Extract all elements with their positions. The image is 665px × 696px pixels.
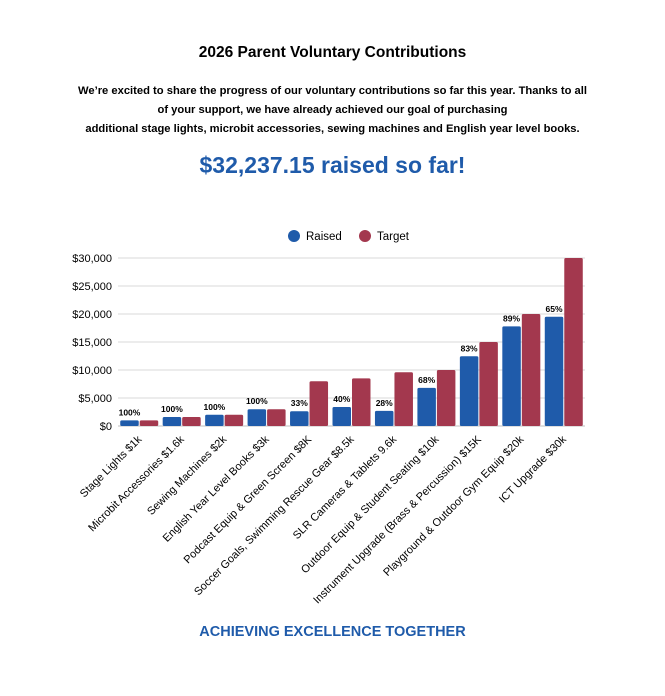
data-label: 40% <box>333 394 350 404</box>
target-bar <box>521 314 541 426</box>
target-bar <box>352 378 371 426</box>
y-tick-label: $5,000 <box>78 393 112 405</box>
intro-line-2: of your support, we have already achieve… <box>157 104 508 116</box>
target-bar <box>436 370 456 426</box>
chart-bars <box>120 258 583 426</box>
legend-label-target: Target <box>377 231 410 243</box>
target-bar <box>479 342 498 426</box>
target-bar <box>309 381 329 426</box>
data-label: 83% <box>461 343 478 353</box>
y-tick-label: $20,000 <box>72 309 112 321</box>
data-label: 100% <box>119 407 141 417</box>
data-label: 65% <box>546 304 563 314</box>
intro-line-3: additional stage lights, microbit access… <box>85 123 580 135</box>
y-tick-label: $15,000 <box>72 337 112 349</box>
target-bar <box>182 417 201 426</box>
data-label: 100% <box>161 404 183 414</box>
data-label: 89% <box>503 313 520 323</box>
y-axis: $0 $5,000 $10,000 $15,000 $20,000 $25,000 $30,… <box>72 253 112 433</box>
footer-slogan: ACHIEVING EXCELLENCE TOGETHER <box>199 624 466 640</box>
raised-bar <box>290 411 309 426</box>
target-bar <box>394 372 413 426</box>
raised-bar <box>502 326 521 426</box>
raised-bar <box>332 406 351 426</box>
legend-label-raised: Raised <box>306 231 342 243</box>
raised-bar <box>162 417 182 426</box>
y-tick-label: $0 <box>100 421 112 433</box>
raised-bar <box>120 420 139 426</box>
data-label: 100% <box>246 396 268 406</box>
raised-bar <box>247 409 267 426</box>
raised-bar <box>374 410 394 426</box>
x-tick-label: Soccer Goals, Swimming Rescue Gear $8.5k <box>192 433 357 598</box>
raised-bar <box>544 316 564 426</box>
data-label: 100% <box>204 402 226 412</box>
raised-total-banner: $32,237.15 raised so far! <box>199 152 466 178</box>
data-label: 28% <box>376 398 393 408</box>
legend-marker-raised <box>288 230 300 242</box>
intro-paragraph: We’re excited to share the progress of o… <box>60 82 605 139</box>
chart-legend: Raised Target <box>288 230 410 243</box>
target-bar <box>139 420 159 426</box>
raised-bar <box>417 387 436 426</box>
data-label: 68% <box>418 375 435 385</box>
target-bar <box>224 414 244 426</box>
y-tick-label: $25,000 <box>72 281 112 293</box>
legend-marker-target <box>359 230 371 242</box>
x-tick-label: Sewing Machines $2k <box>145 433 230 518</box>
data-labels: 100% 100% 100% 100% 33% 40% 28% 68% 83% 89% 65% <box>119 304 563 418</box>
intro-line-1: We’re excited to share the progress of o… <box>78 85 587 97</box>
target-bar <box>267 409 286 426</box>
page-title: 2026 Parent Voluntary Contributions <box>198 44 467 61</box>
raised-bar <box>205 414 224 426</box>
target-bar <box>564 258 583 426</box>
data-label: 33% <box>291 398 308 408</box>
raised-bar <box>459 356 479 426</box>
y-tick-label: $30,000 <box>72 253 112 265</box>
y-tick-label: $10,000 <box>72 365 112 377</box>
contributions-bar-chart: Raised Target $0 $5,000 $10,000 $15,000 $20,0… <box>72 230 585 606</box>
